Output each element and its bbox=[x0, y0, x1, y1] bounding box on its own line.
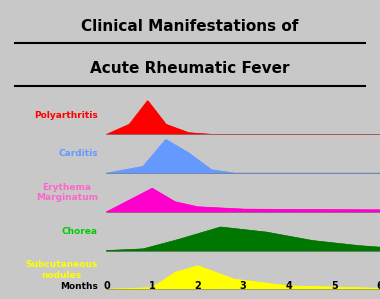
Text: 1: 1 bbox=[149, 281, 155, 292]
Text: Subcutaneous
nodules: Subcutaneous nodules bbox=[25, 260, 98, 280]
Text: Carditis: Carditis bbox=[58, 149, 98, 158]
Text: 6: 6 bbox=[377, 281, 380, 292]
Text: Chorea: Chorea bbox=[62, 227, 98, 236]
Text: 5: 5 bbox=[331, 281, 338, 292]
Text: Clinical Manifestations of: Clinical Manifestations of bbox=[81, 19, 299, 34]
Text: Polyarthritis: Polyarthritis bbox=[34, 111, 98, 120]
Text: 2: 2 bbox=[194, 281, 201, 292]
Text: 3: 3 bbox=[240, 281, 247, 292]
Text: Erythema
Marginatum: Erythema Marginatum bbox=[36, 183, 98, 202]
Text: Acute Rheumatic Fever: Acute Rheumatic Fever bbox=[90, 61, 290, 76]
Text: 0: 0 bbox=[103, 281, 110, 292]
Text: 4: 4 bbox=[285, 281, 292, 292]
Text: Months: Months bbox=[60, 282, 98, 291]
